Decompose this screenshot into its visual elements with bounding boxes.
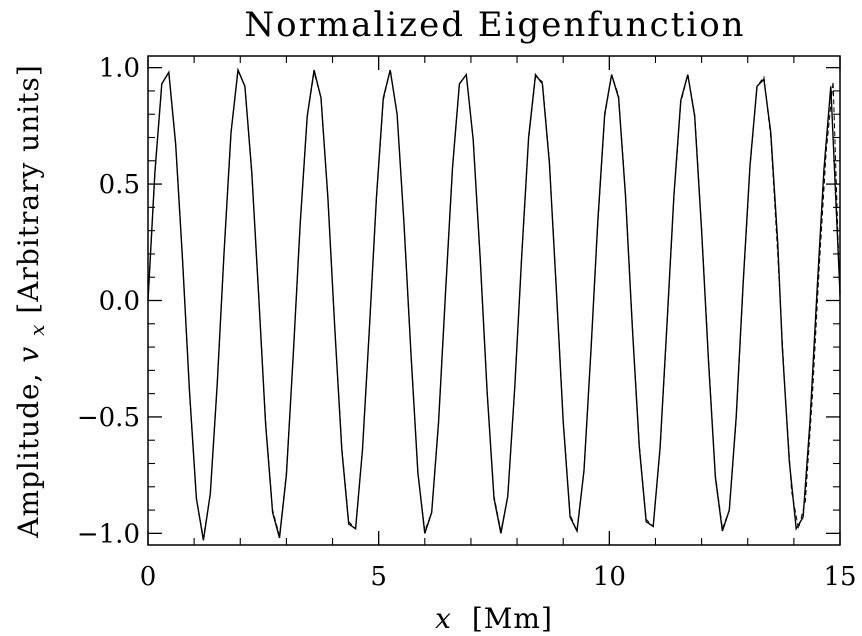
x-axis-var: x (435, 602, 452, 635)
y-tick-label: −0.5 (77, 403, 140, 433)
y-axis-prefix: Amplitude, (12, 363, 45, 539)
axis-ticks (147, 56, 841, 545)
x-tick-label: 10 (593, 562, 626, 592)
series-group (147, 67, 841, 541)
series-line-solid (147, 67, 841, 541)
plot-frame (147, 55, 841, 546)
axis-tick-labels: 0 5 10 15 1.0 0.5 0.0 −0.5 −1.0 (77, 54, 857, 592)
series-line-dashed (147, 68, 841, 539)
y-tick-label: 0.5 (99, 170, 140, 200)
chart-title: Normalized Eigenfunction (244, 5, 745, 45)
y-axis-suffix: [Arbitrary units] (12, 64, 45, 313)
y-tick-label: −1.0 (77, 519, 140, 549)
x-axis-label: x [Mm] (435, 602, 553, 635)
x-tick-label: 0 (140, 562, 157, 592)
x-axis-unit: [Mm] (472, 602, 553, 635)
y-tick-label: 0.0 (99, 287, 140, 317)
y-tick-label: 1.0 (99, 54, 140, 84)
y-axis-sub: x (25, 324, 49, 336)
y-axis-var: v (12, 346, 45, 363)
y-axis-label: Amplitude, v x [Arbitrary units] (12, 64, 51, 539)
x-tick-label: 15 (823, 562, 856, 592)
x-tick-label: 5 (370, 562, 387, 592)
plot-area: 0 5 10 15 1.0 0.5 0.0 −0.5 −1.0 (77, 54, 857, 592)
